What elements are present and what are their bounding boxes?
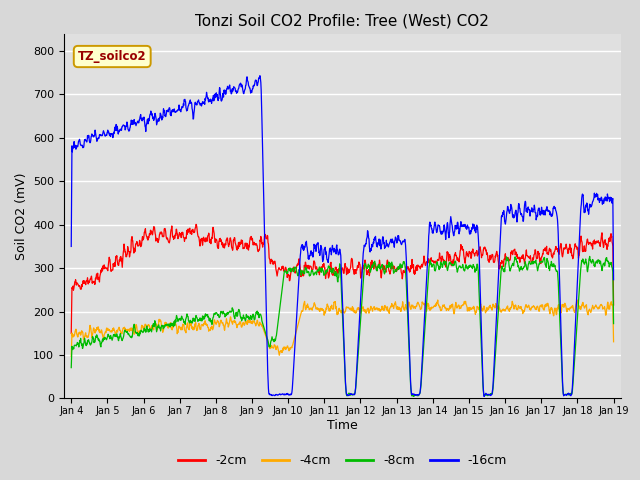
Title: Tonzi Soil CO2 Profile: Tree (West) CO2: Tonzi Soil CO2 Profile: Tree (West) CO2: [195, 13, 490, 28]
Legend: -2cm, -4cm, -8cm, -16cm: -2cm, -4cm, -8cm, -16cm: [173, 449, 512, 472]
X-axis label: Time: Time: [327, 419, 358, 432]
Text: TZ_soilco2: TZ_soilco2: [78, 50, 147, 63]
Y-axis label: Soil CO2 (mV): Soil CO2 (mV): [15, 172, 28, 260]
